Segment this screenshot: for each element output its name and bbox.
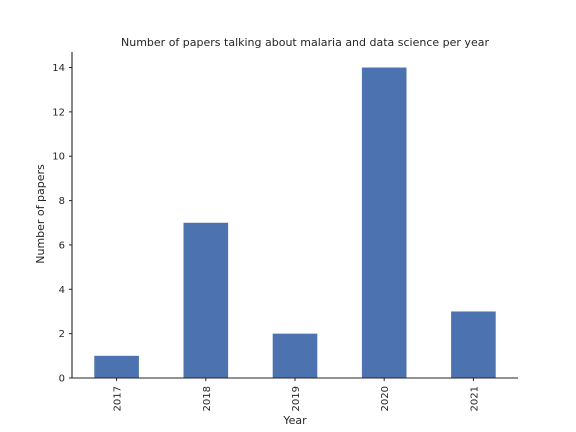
bar-2018	[183, 222, 229, 378]
x-tick-label: 2018	[202, 386, 213, 411]
x-tick-label: 2019	[291, 386, 302, 411]
x-tick-label: 2021	[469, 386, 480, 411]
y-tick-label: 6	[59, 240, 65, 251]
bar-2019	[272, 333, 318, 378]
y-axis-ticks: 0 2 4 6 8 10 12 14	[52, 63, 72, 385]
y-tick-label: 14	[52, 63, 65, 74]
y-tick-label: 2	[59, 329, 65, 340]
x-axis-label: Year	[282, 414, 307, 427]
bars-group	[94, 67, 496, 379]
bar-2017	[94, 355, 139, 378]
chart-title: Number of papers talking about malaria a…	[121, 36, 489, 49]
y-tick-label: 0	[59, 374, 65, 385]
y-axis-label: Number of papers	[34, 164, 47, 264]
y-tick-label: 10	[52, 152, 65, 163]
y-tick-label: 4	[59, 285, 65, 296]
bar-2020	[361, 67, 407, 379]
x-axis-ticks: 2017 2018 2019 2020 2021	[113, 378, 480, 411]
y-tick-label: 8	[59, 196, 65, 207]
bar-2021	[451, 311, 496, 378]
x-tick-label: 2017	[113, 386, 124, 411]
y-tick-label: 12	[52, 107, 65, 118]
x-tick-label: 2020	[380, 386, 391, 411]
